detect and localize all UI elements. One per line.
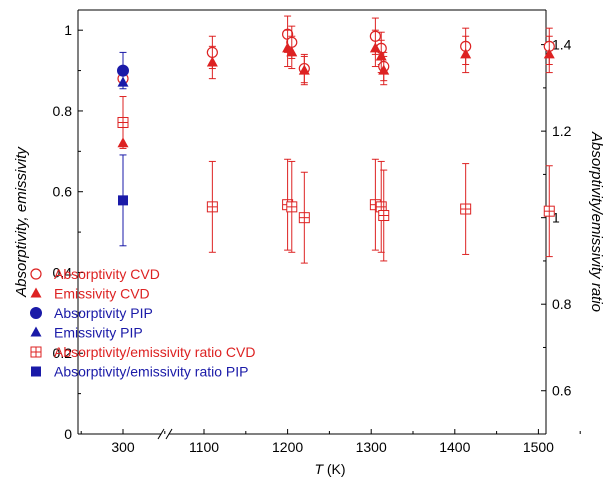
y-left-tick-label: 0.8	[53, 103, 73, 119]
data-point	[206, 201, 218, 213]
legend-marker	[30, 268, 42, 280]
data-point	[543, 205, 555, 217]
x-tick-label: 1400	[439, 439, 470, 455]
series-absorptivity-cvd	[117, 15, 555, 85]
y-left-tick-label: 0.4	[53, 264, 73, 280]
legend-label: Emissivity CVD	[54, 286, 150, 302]
legend-item: Absorptivity PIP	[30, 305, 153, 321]
x-tick-label: 1300	[356, 439, 387, 455]
data-point	[286, 201, 298, 213]
data-point	[206, 56, 218, 67]
x-tick-label: 1200	[272, 439, 303, 455]
y-left-tick-label: 0	[64, 426, 72, 442]
legend-marker	[30, 287, 42, 298]
series-absorptivity-emissivity-ratio-pip	[118, 154, 128, 247]
data-point	[298, 212, 310, 224]
data-point	[117, 76, 129, 87]
y-left-tick-label: 0.6	[53, 184, 73, 200]
legend-label: Absorptivity PIP	[54, 305, 153, 321]
data-point	[117, 116, 129, 128]
legend-marker	[30, 346, 42, 358]
y-right-axis-title: Absorptivity/emissivity ratio	[588, 131, 605, 312]
legend-item: Emissivity PIP	[30, 325, 143, 341]
data-point	[118, 195, 128, 206]
x-tick-label: 1500	[523, 439, 554, 455]
series-absorptivity-emissivity-ratio-cvd	[117, 96, 555, 264]
data-point	[460, 203, 472, 215]
data-point	[460, 48, 472, 59]
data-point	[298, 64, 310, 75]
legend-item: Absorptivity CVD	[30, 266, 160, 282]
legend-item: Emissivity CVD	[30, 286, 150, 302]
legend-marker	[30, 326, 42, 337]
legend-label: Absorptivity/emissivity ratio PIP	[54, 364, 249, 380]
data-point	[378, 64, 390, 75]
axis-break-mark	[165, 428, 173, 440]
data-point	[286, 46, 298, 57]
y-right-tick-label: 0.6	[552, 383, 572, 399]
axis-break-mark	[157, 428, 165, 440]
x-axis-title: T (K)	[314, 461, 345, 477]
legend-label: Absorptivity/emissivity ratio CVD	[54, 344, 256, 360]
y-right-tick-label: 1.4	[552, 37, 572, 53]
y-left-axis-title: Absorptivity, emissivity	[13, 146, 30, 298]
chart-legend: Absorptivity CVD Emissivity CVD Absorptivi…	[30, 266, 256, 380]
legend-label: Emissivity PIP	[54, 325, 143, 341]
y-right-tick-label: 0.8	[552, 296, 572, 312]
y-right-tick-label: 1	[552, 210, 560, 226]
series-emissivity-cvd	[117, 29, 555, 148]
legend-marker	[31, 366, 41, 377]
y-right-tick-label: 1.2	[552, 123, 572, 139]
legend-marker	[30, 307, 42, 319]
data-point	[369, 42, 381, 53]
chart-axes: 30011001200130014001500160000.20.40.60.8…	[13, 9, 605, 477]
legend-label: Absorptivity CVD	[54, 266, 160, 282]
x-tick-label: 300	[111, 439, 135, 455]
data-point	[378, 210, 390, 222]
x-tick-label: 1100	[189, 439, 219, 455]
chart-data-layer	[117, 15, 555, 264]
y-left-tick-label: 1	[64, 22, 72, 38]
legend-item: Absorptivity/emissivity ratio CVD	[30, 344, 256, 360]
series-emissivity-pip	[117, 76, 129, 87]
y-left-tick-label: 0.2	[53, 345, 73, 361]
data-point	[543, 48, 555, 59]
data-point	[117, 64, 129, 77]
legend-item: Absorptivity/emissivity ratio PIP	[31, 364, 249, 380]
